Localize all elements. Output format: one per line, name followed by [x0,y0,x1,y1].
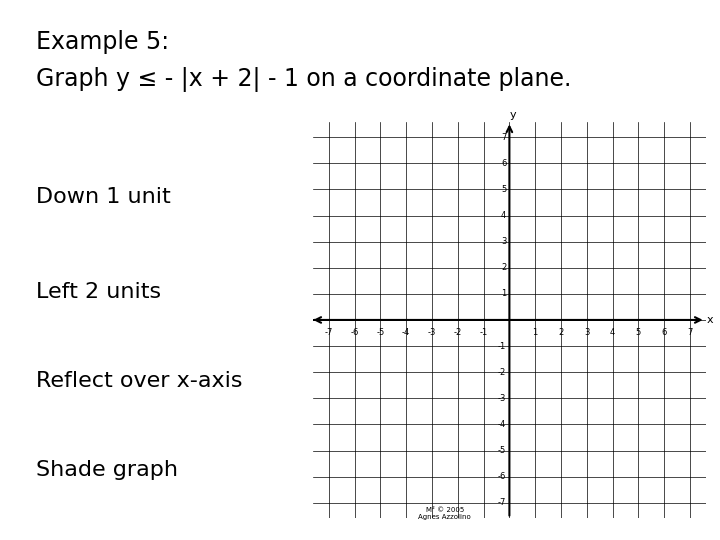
Text: 1: 1 [501,289,506,298]
Text: -1: -1 [480,328,487,337]
Text: 7: 7 [688,328,693,337]
Text: -3: -3 [428,328,436,337]
Text: -4: -4 [402,328,410,337]
Text: -5: -5 [498,446,506,455]
Text: 1: 1 [533,328,538,337]
Text: 6: 6 [662,328,667,337]
Text: -4: -4 [498,420,506,429]
Text: 5: 5 [501,185,506,194]
Text: M² © 2005
Agnes Azzolino: M² © 2005 Agnes Azzolino [418,507,471,519]
Text: -3: -3 [498,394,506,403]
Text: Example 5:: Example 5: [36,30,169,53]
Text: -6: -6 [351,328,359,337]
Text: Left 2 units: Left 2 units [36,281,161,302]
Text: y: y [509,110,516,120]
Text: 4: 4 [610,328,616,337]
Text: Reflect over x-axis: Reflect over x-axis [36,370,243,391]
Text: 2: 2 [559,328,564,337]
Text: -7: -7 [498,498,506,507]
Text: Shade graph: Shade graph [36,460,178,480]
Text: 5: 5 [636,328,641,337]
Text: 2: 2 [501,263,506,272]
Text: 3: 3 [501,237,506,246]
Text: -2: -2 [454,328,462,337]
Text: Graph y ≤ - |x + 2| - 1 on a coordinate plane.: Graph y ≤ - |x + 2| - 1 on a coordinate … [36,68,572,92]
Text: 6: 6 [501,159,506,168]
Text: 4: 4 [501,211,506,220]
Text: 3: 3 [584,328,590,337]
Text: -5: -5 [376,328,384,337]
Text: -1: -1 [498,342,506,350]
Text: -2: -2 [498,368,506,377]
Text: -7: -7 [325,328,333,337]
Text: x: x [707,315,714,325]
Text: -6: -6 [498,472,506,481]
Text: Down 1 unit: Down 1 unit [36,187,171,207]
Text: 7: 7 [501,133,506,141]
